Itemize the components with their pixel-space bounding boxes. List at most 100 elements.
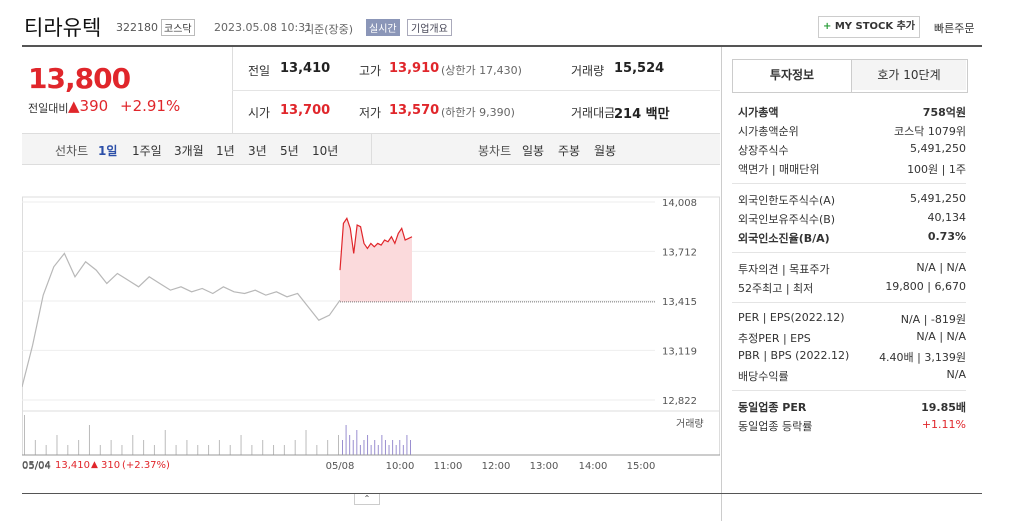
x-tick-label: 12:00 — [482, 461, 511, 472]
info-row: 외국인한도주식수(A) 5,491,250 — [738, 192, 966, 211]
company-button[interactable]: 기업개요 — [407, 19, 452, 36]
side-tab[interactable]: 호가 10단계 — [852, 60, 966, 90]
row-label: 외국인한도주식수(A) — [738, 194, 836, 207]
volume-bar — [175, 445, 177, 455]
row-value: N/A | N/A — [916, 261, 966, 274]
collapse[interactable]: ⌃ — [354, 494, 380, 505]
line-tab[interactable]: 3년 — [248, 144, 267, 158]
x-tick-label: 10:00 — [386, 461, 415, 472]
y-tick-label: 12,822 — [662, 396, 697, 407]
volume-bar — [143, 440, 145, 455]
volume-bar — [262, 440, 264, 455]
volume-bar — [356, 430, 358, 455]
volume-bar — [186, 440, 188, 455]
row-value: 100원 | 1주 — [907, 163, 966, 176]
y-tick-label: 13,415 — [662, 297, 697, 308]
group-rule — [732, 302, 966, 303]
info-label: 거래대금 — [571, 106, 616, 120]
line-tab[interactable]: 1년 — [216, 144, 235, 158]
row-label: PBR | BPS (2022.12) — [738, 349, 850, 362]
info-value: 13,910 — [389, 61, 440, 76]
quick-order[interactable]: 빠른주문 — [934, 22, 975, 35]
volume-bar — [327, 440, 329, 455]
row-value: 40,134 — [927, 211, 967, 224]
volume-bar — [34, 440, 36, 455]
info-value: 13,410 — [280, 61, 331, 76]
volume-bar — [164, 430, 166, 455]
volume-bar — [121, 445, 123, 455]
candle-tab[interactable]: 일봉 — [522, 144, 545, 158]
volume-bar — [388, 445, 390, 455]
mystock-button[interactable]: + MY STOCK 추가 — [818, 16, 920, 38]
row-value: 5,491,250 — [910, 142, 966, 155]
row-label: 상장주식수 — [738, 144, 789, 157]
candle-tab[interactable]: 월봉 — [594, 144, 617, 158]
volume-bar — [273, 445, 275, 455]
line-tab[interactable]: 10년 — [312, 144, 339, 158]
footer-rate: (+2.37%) — [122, 460, 170, 471]
info-note: (상한가 17,430) — [441, 64, 522, 77]
volume-bar — [377, 445, 379, 455]
volume-bar — [294, 440, 296, 455]
volume-bar — [406, 435, 408, 455]
row-label: 액면가 | 매매단위 — [738, 163, 820, 176]
line-tab[interactable]: 5년 — [280, 144, 299, 158]
info-row: 외국인보유주식수(B) 40,134 — [738, 211, 966, 230]
volume-bar — [352, 440, 354, 455]
volume-bar — [374, 440, 376, 455]
price: 13,800 — [28, 62, 131, 95]
row-value: N/A | -819원 — [900, 313, 966, 326]
info-value: 214 백만 — [614, 107, 670, 122]
row-label: 동일업종 PER — [738, 401, 807, 414]
line — [22, 252, 341, 388]
volume-bar — [316, 445, 318, 455]
row-label: PER | EPS(2022.12) — [738, 311, 845, 324]
info-row: 동일업종 등락률 +1.11% — [738, 418, 966, 437]
row-label: 52주최고 | 최저 — [738, 282, 814, 295]
side-tab[interactable]: 투자정보 — [733, 60, 852, 92]
stock-name: 티라유텍 — [24, 16, 102, 40]
row-label: 동일업종 등락률 — [738, 420, 813, 433]
volume-bar — [45, 445, 47, 455]
rate: +2.91% — [120, 97, 181, 115]
volume-bar — [359, 445, 361, 455]
volume-label: 거래량 — [676, 418, 704, 430]
info-row: 시가총액 758억원 — [738, 104, 966, 123]
volume-bar — [208, 445, 210, 455]
volume-bar — [399, 440, 401, 455]
info-label: 전일 — [248, 64, 271, 78]
info-row: 상장주식수 5,491,250 — [738, 142, 966, 161]
info-row: PER | EPS(2022.12) N/A | -819원 — [738, 311, 966, 330]
volume-bar — [402, 445, 404, 455]
line-tab[interactable]: 1일 — [98, 144, 118, 158]
group-rule — [732, 390, 966, 391]
info-row: 투자의견 | 목표주가 N/A | N/A — [738, 261, 966, 280]
row-value: 4.40배 | 3,139원 — [879, 351, 966, 364]
info-rule — [232, 90, 720, 91]
footer-arrow: ▲ — [91, 460, 98, 470]
x-tick-label: 15:00 — [627, 461, 656, 472]
info-label: 거래량 — [571, 64, 605, 78]
row-label: 시가총액 — [738, 106, 779, 119]
info-row: 액면가 | 매매단위 100원 | 1주 — [738, 161, 966, 180]
volume-bar — [338, 435, 339, 455]
footer-price: 13,410 — [55, 460, 90, 471]
group-rule — [732, 252, 966, 253]
info-label: 저가 — [359, 106, 382, 120]
mystock-text: MY STOCK 추가 — [834, 21, 916, 32]
row-label: 배당수익률 — [738, 370, 789, 383]
volume-bar — [229, 445, 231, 455]
candle-tab[interactable]: 주봉 — [558, 144, 581, 158]
line-tab[interactable]: 3개월 — [174, 144, 204, 158]
tab-divider — [371, 134, 372, 164]
info-value: 13,570 — [389, 103, 440, 118]
info-note: (하한가 9,390) — [441, 106, 515, 119]
volume-bar — [384, 440, 386, 455]
basis: 기준(장중) — [304, 23, 354, 36]
info-label: 고가 — [359, 64, 382, 78]
x-tick-label: 05/04 — [22, 461, 51, 472]
line-tab[interactable]: 1주일 — [132, 144, 162, 158]
info-row: 동일업종 PER 19.85배 — [738, 399, 966, 418]
info-row: 외국인소진율(B/A) 0.73% — [738, 230, 966, 249]
